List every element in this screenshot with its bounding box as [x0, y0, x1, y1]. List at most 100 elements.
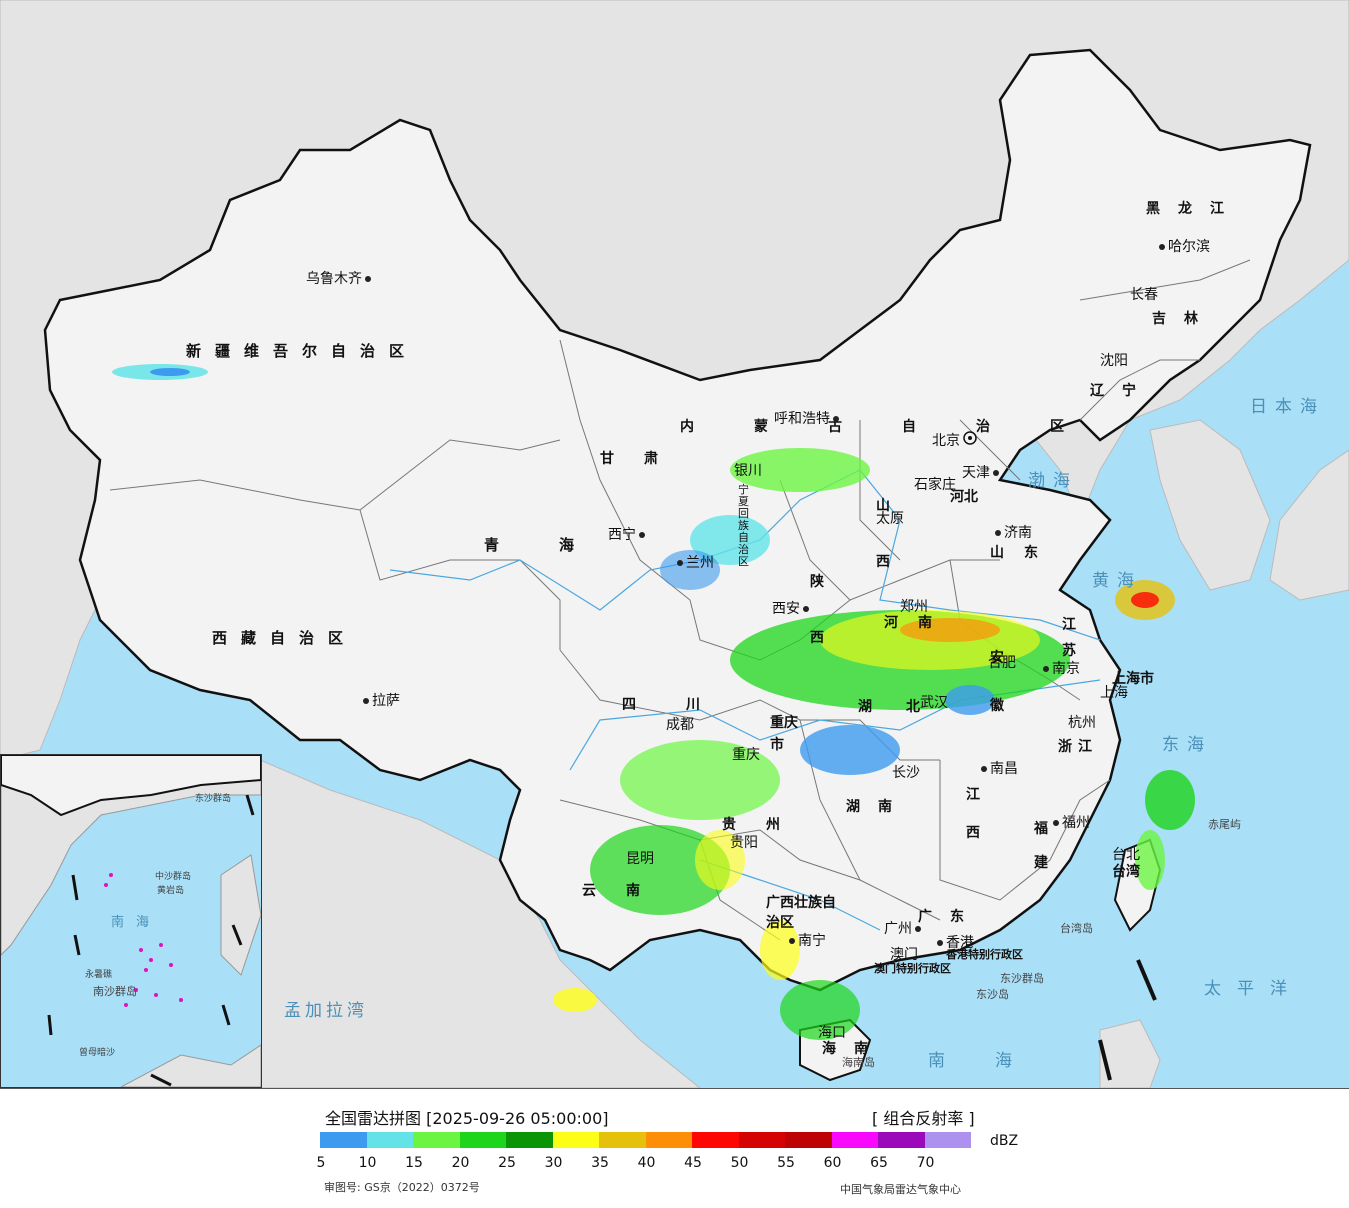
label-neimenggu: 内蒙古自治区 — [680, 419, 1124, 435]
city-shanghai: 上海 — [1100, 685, 1128, 701]
label-ningxia: 宁夏回族自治区 — [738, 483, 749, 568]
city-wuhan: 武汉 — [920, 695, 948, 711]
label-jilin: 吉林 — [1152, 311, 1216, 327]
tick-label: 35 — [591, 1155, 609, 1171]
inset-label-zengmu: 曾母暗沙 — [79, 1048, 116, 1058]
radar-echoes — [112, 364, 1195, 1040]
city-chengdu: 成都 — [666, 717, 694, 733]
label-liaoning: 辽宁 — [1090, 383, 1154, 399]
inset-label-huangyan: 黄岩岛 — [157, 886, 185, 896]
label-yunnan: 云南 — [582, 883, 670, 899]
japan-islands — [1269, 449, 1349, 601]
city-dot — [1043, 666, 1049, 672]
sea-east: 东海 — [1162, 735, 1212, 755]
sea-south: 南海 — [928, 1051, 1062, 1071]
inset-borneo — [120, 1044, 261, 1087]
sea-japan: 日本海 — [1250, 397, 1325, 417]
label-guangdong: 广东 — [918, 909, 982, 925]
label-guizhou: 贵州 — [722, 817, 810, 833]
color-swatch — [366, 1132, 413, 1148]
city-nanjing: 南京 — [1040, 658, 1080, 678]
city-lhasa: 拉萨 — [360, 690, 400, 710]
tick-label: 70 — [916, 1155, 935, 1171]
city-taiyuan: 太原 — [876, 511, 904, 527]
inset-label-zhongsha: 中沙群岛 — [155, 872, 192, 882]
label-zhejiang: 浙江 — [1058, 739, 1098, 755]
city-dot — [1159, 244, 1165, 250]
city-taipei: 台北 — [1112, 847, 1140, 863]
tick-label: 45 — [684, 1155, 702, 1171]
city-dot — [833, 416, 839, 422]
label-henan: 河南 — [884, 615, 952, 631]
label-shandong: 山东 — [990, 545, 1058, 561]
label-hunan: 湖南 — [846, 799, 910, 815]
inset-china-coast — [1, 755, 261, 817]
color-swatch — [599, 1132, 646, 1148]
label-xizang: 西藏自治区 — [212, 629, 358, 647]
label-jiangsu: 江苏 — [1062, 617, 1076, 659]
city-dot — [365, 276, 371, 282]
south-china-sea-inset: 南海 中沙群岛 黄岩岛 永暑礁 南沙群岛 曾母暗沙 东沙群岛 — [0, 754, 262, 1088]
sea-bengal: 孟加拉湾 — [284, 1001, 368, 1021]
city-tianjin: 天津 — [962, 462, 1002, 482]
island-dongsha-island: 东沙岛 — [976, 988, 1009, 1001]
city-chongqing: 重庆 — [732, 747, 760, 763]
label-chongqing-municipality: 重庆市 — [770, 715, 798, 753]
legend-panel: 全国雷达拼图 [2025-09-26 05:00:00] [ 组合反射率 ] d… — [0, 1089, 1349, 1208]
inset-philippines — [220, 854, 261, 976]
city-hongkong: 香港 — [934, 932, 974, 952]
tick-label: 50 — [730, 1155, 749, 1171]
label-gansu: 甘肃 — [600, 451, 688, 467]
inset-islands — [104, 873, 183, 1007]
inset-label-nansha: 南沙群岛 — [93, 985, 137, 998]
label-shaanxi: 陕西 — [810, 574, 824, 646]
city-dot — [1053, 820, 1059, 826]
label-guangxi: 广西壮族自治区 — [766, 895, 836, 931]
city-shenyang: 沈阳 — [1100, 353, 1128, 369]
city-xining: 西宁 — [608, 524, 648, 544]
label-fujian: 福建 — [1034, 821, 1048, 871]
organization-name: 中国气象局雷达气象中心 — [840, 1183, 961, 1196]
korea-peninsula — [1149, 419, 1271, 591]
city-dot — [915, 926, 921, 932]
label-shanxi: 山西 — [876, 498, 890, 570]
city-fuzhou: 福州 — [1050, 812, 1090, 832]
color-swatch — [645, 1132, 692, 1148]
tick-label: 60 — [823, 1155, 842, 1171]
city-dot — [677, 560, 683, 566]
legend-product: [ 组合反射率 ] — [872, 1109, 975, 1128]
city-jinan: 济南 — [992, 522, 1032, 542]
color-bar-ticks: 5 10 15 20 25 30 35 40 45 50 55 60 65 70 — [304, 1155, 954, 1175]
color-swatch — [506, 1132, 553, 1148]
city-lanzhou: 兰州 — [674, 552, 714, 572]
color-swatch — [692, 1132, 739, 1148]
city-hefei: 合肥 — [988, 655, 1016, 671]
island-chiwei: 赤尾屿 — [1208, 818, 1241, 831]
city-dot — [995, 530, 1001, 536]
island-hainan: 海南岛 — [842, 1056, 875, 1069]
city-dot — [981, 766, 987, 772]
tick-label: 30 — [544, 1155, 563, 1171]
label-anhui: 安徽 — [990, 650, 1004, 714]
color-swatch — [413, 1132, 460, 1148]
city-macau: 澳门 — [890, 947, 918, 963]
label-qinghai: 青海 — [484, 536, 635, 554]
city-harbin: 哈尔滨 — [1156, 236, 1210, 256]
label-taiwan: 台湾 — [1112, 864, 1140, 880]
label-macau-sar: 澳门特别行政区 — [874, 962, 951, 975]
map-geometry — [0, 0, 1349, 1088]
city-dot — [363, 698, 369, 704]
city-hangzhou: 杭州 — [1068, 715, 1096, 731]
city-beijing: 北京 — [932, 433, 960, 449]
city-changsha: 长沙 — [892, 765, 920, 781]
boundary-dashes — [1098, 959, 1157, 1081]
city-nanning: 南宁 — [786, 930, 826, 950]
tick-label: 15 — [405, 1155, 423, 1171]
tick-label: 65 — [870, 1155, 888, 1171]
tick-label: 5 — [316, 1155, 326, 1171]
label-xinjiang: 新疆维吾尔自治区 — [186, 342, 419, 360]
city-shijiazhuang: 石家庄 — [914, 477, 956, 493]
city-xian: 西安 — [772, 598, 812, 618]
city-dot — [789, 938, 795, 944]
color-swatch — [459, 1132, 506, 1148]
